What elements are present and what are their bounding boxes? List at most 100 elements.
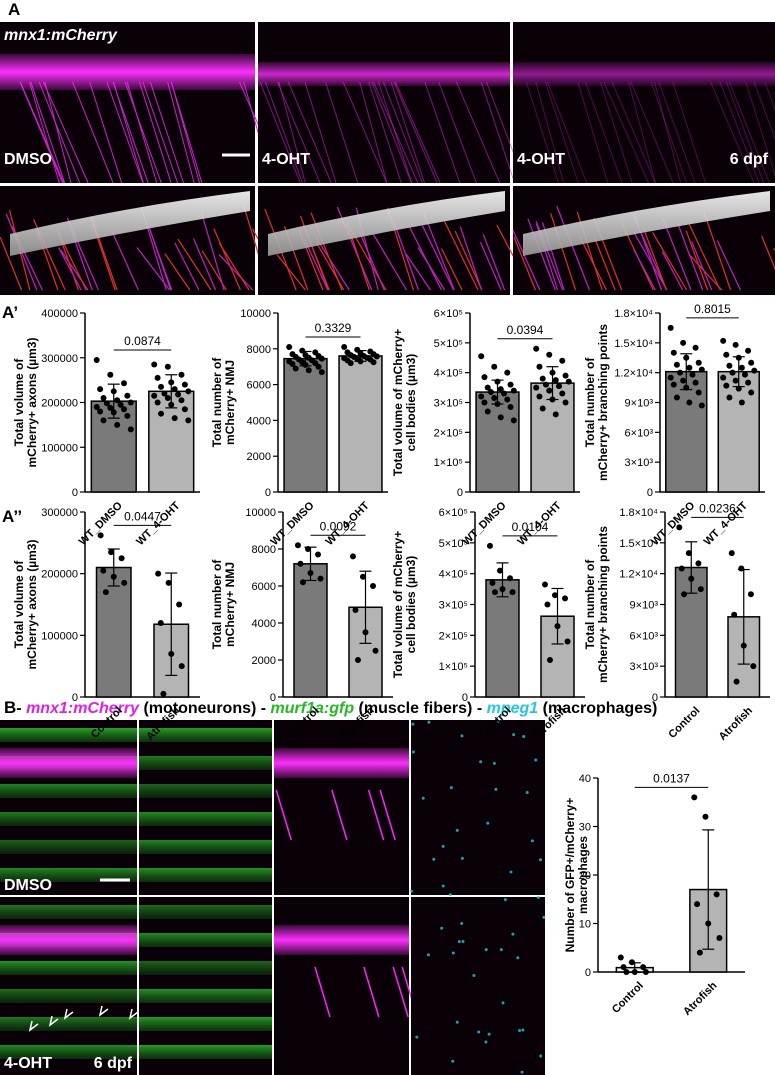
image-label: 4-OHT — [4, 1055, 52, 1072]
data-point — [318, 355, 325, 362]
data-point — [509, 589, 516, 596]
data-point — [539, 405, 546, 412]
data-point — [154, 399, 161, 406]
micrograph — [274, 720, 409, 895]
data-point — [107, 404, 114, 411]
data-point — [373, 353, 380, 360]
axon-3d — [218, 243, 250, 291]
data-point — [151, 392, 158, 399]
y-tick-label: 2000 — [247, 451, 271, 463]
data-point — [161, 390, 168, 397]
y-tick-label: 6×10³ — [630, 630, 659, 642]
macrophage — [520, 1070, 524, 1074]
y-tick-label: 400000 — [41, 308, 78, 320]
data-point — [678, 565, 685, 572]
p-value: 0.0092 — [320, 519, 357, 533]
muscle-fiber — [0, 1017, 137, 1031]
y-axis-label: mCherry+ axons (µm3) — [25, 540, 39, 670]
y-axis-label: cell bodies (µm3) — [404, 354, 418, 452]
axon-3d — [550, 213, 577, 291]
data-point — [494, 400, 501, 407]
data-point — [299, 579, 306, 586]
y-axis-label: Total number of — [583, 357, 597, 448]
muscle-fiber — [139, 728, 272, 742]
bar-chart: 0 1×10⁵ 2×10⁵ 3×10⁵ 4×10⁵ 5×10⁵ 6×10⁵ Total vol… — [391, 308, 580, 548]
p-value: 0.0104 — [512, 520, 549, 534]
axon — [342, 81, 388, 184]
y-tick-label: 0 — [72, 692, 78, 704]
data-point — [507, 381, 514, 388]
data-point — [121, 579, 128, 586]
data-point — [489, 579, 496, 586]
axon — [382, 81, 423, 184]
macrophage — [427, 720, 431, 724]
data-point — [695, 359, 702, 366]
data-point — [110, 388, 117, 395]
cell-body-surface — [10, 191, 250, 256]
legend-segment: - — [16, 700, 26, 717]
micrograph — [513, 22, 775, 183]
data-point — [307, 570, 314, 577]
data-point — [504, 396, 511, 403]
axon — [611, 81, 656, 184]
axon-3d — [358, 231, 385, 291]
muscle-fiber — [139, 784, 272, 798]
data-point — [733, 678, 740, 685]
data-point — [735, 354, 742, 361]
axon — [393, 81, 438, 184]
data-point — [713, 891, 720, 898]
y-tick-label: 1.8×10⁴ — [619, 507, 658, 519]
data-point — [481, 399, 488, 406]
micrographs: mnx1:mCherry DMSO 4-OHT 4-OHT 6 dpf DMSO 4-OHT… — [0, 22, 775, 1075]
axon — [44, 81, 72, 184]
data-point — [107, 371, 114, 378]
data-point — [640, 964, 647, 971]
data-point — [97, 408, 104, 415]
axon — [719, 81, 760, 184]
data-point — [178, 371, 185, 378]
data-point — [667, 374, 674, 381]
axon — [599, 81, 633, 184]
micrograph — [139, 720, 272, 895]
data-point — [623, 969, 630, 975]
axon-3d — [58, 247, 82, 291]
bar-chart: 0 3×10³ 6×10³ 9×10³ 1.2×10⁴ 1.5×10⁴ 1.8×10⁴ Tot… — [583, 501, 770, 743]
data-point — [698, 366, 705, 373]
data-point — [510, 417, 517, 424]
data-point — [124, 412, 131, 419]
data-point — [164, 363, 171, 370]
macrophage — [432, 857, 436, 861]
muscle-fiber — [139, 961, 272, 975]
data-point — [726, 362, 733, 369]
data-point — [124, 392, 131, 399]
micrograph — [258, 22, 510, 183]
y-axis-label: macrophages — [576, 836, 590, 914]
data-point — [93, 403, 100, 410]
data-point — [731, 611, 738, 618]
data-point — [491, 395, 498, 402]
data-point — [155, 570, 162, 577]
axon — [654, 81, 682, 184]
macrophage — [542, 915, 546, 919]
macrophage — [487, 1032, 491, 1036]
muscle-fiber — [139, 1045, 272, 1059]
data-point — [318, 369, 325, 376]
data-point — [680, 377, 687, 384]
data-point — [750, 663, 757, 670]
axon-3d — [513, 236, 537, 291]
data-point — [354, 657, 361, 663]
data-point — [372, 647, 379, 654]
macrophage — [494, 787, 498, 791]
data-point — [491, 363, 498, 370]
image-label: 6 dpf — [730, 151, 769, 168]
data-point — [304, 546, 311, 552]
error-bar — [165, 572, 178, 677]
axon-3d — [482, 234, 506, 291]
axon — [438, 81, 477, 184]
axon-3d — [392, 219, 420, 291]
micrograph — [0, 22, 255, 183]
y-tick-label: 40 — [579, 773, 591, 785]
spinal-cord — [513, 62, 775, 86]
axon — [544, 81, 579, 184]
